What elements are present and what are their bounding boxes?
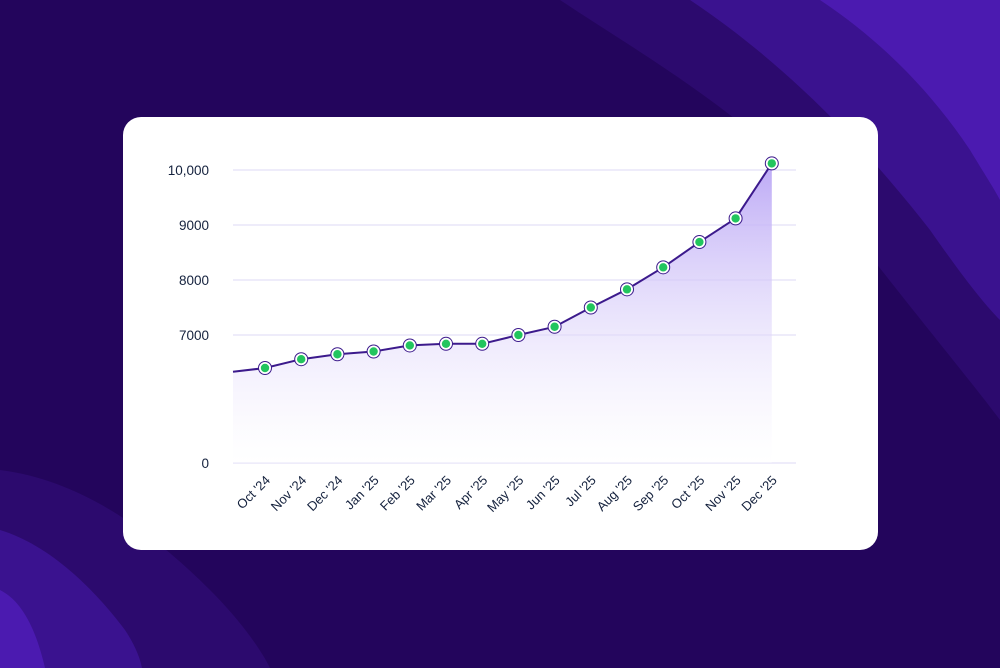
data-point: [620, 282, 634, 297]
y-tick-label: 9000: [179, 218, 209, 233]
data-point: [656, 260, 671, 275]
data-point: [258, 361, 272, 375]
x-tick-label: Mar '25: [413, 473, 454, 514]
data-point: [475, 336, 490, 351]
data-point: [764, 156, 779, 171]
y-tick-label: 10,000: [168, 163, 209, 178]
x-tick-label: Sep '25: [630, 473, 671, 514]
data-point: [366, 344, 381, 359]
x-tick-label: Aug '25: [594, 473, 635, 514]
x-tick-label: Oct '25: [668, 473, 707, 512]
data-point: [692, 235, 707, 250]
x-tick-label: Feb '25: [377, 473, 418, 514]
data-point: [402, 338, 417, 353]
data-point: [511, 328, 526, 342]
y-tick-label: 7000: [179, 328, 209, 343]
data-point: [547, 319, 562, 334]
chart-card: 0 7000 8000 9000 10,000 Oct '24 Nov '24 Dec '2…: [123, 117, 878, 550]
area-fill: [233, 163, 772, 463]
data-point: [728, 211, 743, 226]
data-point: [439, 336, 453, 351]
x-tick-label: Nov '24: [268, 473, 309, 514]
x-tick-label: Jan '25: [342, 473, 382, 513]
x-tick-label: Dec '24: [304, 473, 345, 514]
data-point: [583, 300, 598, 315]
data-point: [330, 347, 345, 362]
series-line: [232, 162, 773, 373]
y-tick-label: 8000: [179, 273, 209, 288]
x-tick-label: Nov '25: [702, 473, 743, 514]
x-tick-label: May '25: [484, 473, 527, 516]
x-tick-label: Dec '25: [738, 473, 779, 514]
x-tick-label: Oct '24: [234, 473, 273, 512]
x-tick-label: Jun '25: [523, 473, 563, 513]
data-point: [294, 352, 309, 367]
y-tick-label: 0: [201, 456, 209, 471]
